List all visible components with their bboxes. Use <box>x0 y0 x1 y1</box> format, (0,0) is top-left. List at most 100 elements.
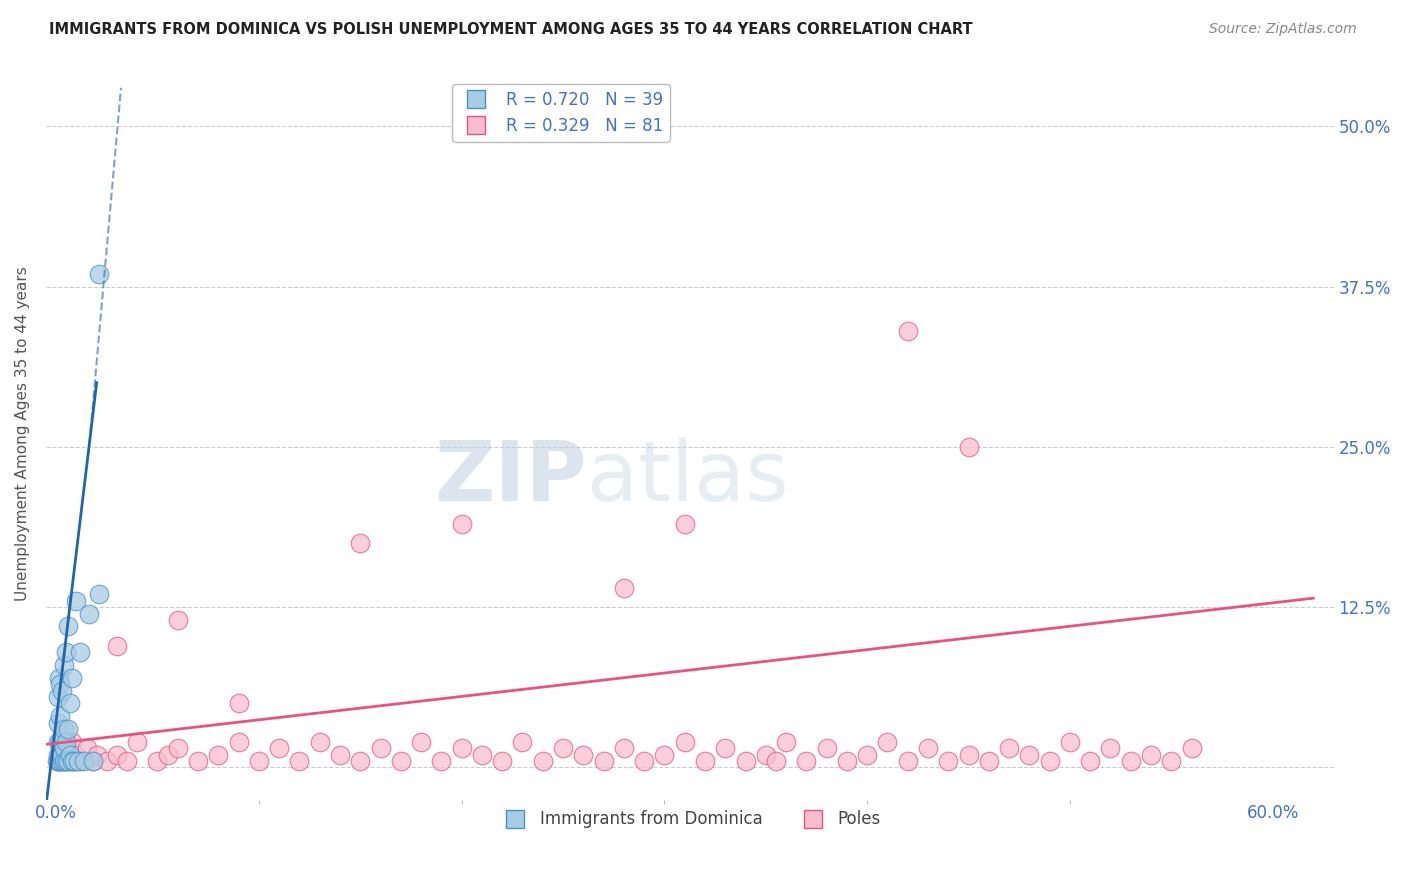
Point <box>693 754 716 768</box>
Point <box>73 754 96 768</box>
Point <box>51 728 73 742</box>
Point <box>53 741 76 756</box>
Point <box>51 754 73 768</box>
Point <box>794 754 817 768</box>
Point <box>512 735 534 749</box>
Point <box>1119 754 1142 768</box>
Point <box>572 747 595 762</box>
Point <box>247 754 270 768</box>
Point <box>59 696 82 710</box>
Text: atlas: atlas <box>586 437 789 518</box>
Point <box>551 741 574 756</box>
Point <box>105 747 128 762</box>
Point <box>957 747 980 762</box>
Point <box>592 754 614 768</box>
Point <box>775 735 797 749</box>
Point <box>166 741 188 756</box>
Point <box>48 671 70 685</box>
Point <box>856 747 879 762</box>
Point <box>1039 754 1062 768</box>
Point <box>55 754 77 768</box>
Point <box>60 671 83 685</box>
Point <box>58 747 80 762</box>
Point <box>49 754 72 768</box>
Point <box>207 747 229 762</box>
Point <box>49 735 72 749</box>
Point <box>329 747 352 762</box>
Point <box>51 683 73 698</box>
Point <box>936 754 959 768</box>
Point <box>127 735 149 749</box>
Point <box>63 754 86 768</box>
Point <box>49 747 72 762</box>
Point <box>63 754 86 768</box>
Point <box>65 593 87 607</box>
Point <box>1140 747 1163 762</box>
Point <box>714 741 737 756</box>
Point <box>765 754 787 768</box>
Point <box>491 754 513 768</box>
Point <box>835 754 858 768</box>
Point <box>917 741 939 756</box>
Point <box>53 722 76 736</box>
Point <box>1078 754 1101 768</box>
Point <box>1059 735 1081 749</box>
Point <box>55 754 77 768</box>
Point <box>46 747 69 762</box>
Point <box>76 741 98 756</box>
Point <box>49 677 72 691</box>
Point <box>65 747 87 762</box>
Point <box>755 747 778 762</box>
Point <box>1160 754 1182 768</box>
Point <box>673 735 696 749</box>
Point <box>633 754 655 768</box>
Y-axis label: Unemployment Among Ages 35 to 44 years: Unemployment Among Ages 35 to 44 years <box>15 267 30 601</box>
Point <box>69 645 91 659</box>
Point <box>46 754 69 768</box>
Point <box>409 735 432 749</box>
Point <box>53 741 76 756</box>
Point <box>531 754 554 768</box>
Point <box>269 741 291 756</box>
Point <box>51 754 73 768</box>
Point <box>977 754 1000 768</box>
Point <box>450 741 472 756</box>
Point <box>48 754 70 768</box>
Point <box>49 747 72 762</box>
Legend: Immigrants from Dominica, Poles: Immigrants from Dominica, Poles <box>492 804 887 835</box>
Point <box>673 516 696 531</box>
Point <box>51 747 73 762</box>
Point <box>60 754 83 768</box>
Point <box>156 747 179 762</box>
Point <box>59 754 82 768</box>
Point <box>430 754 453 768</box>
Point <box>998 741 1021 756</box>
Point <box>115 754 138 768</box>
Point <box>60 735 83 749</box>
Point <box>59 747 82 762</box>
Point <box>1099 741 1122 756</box>
Point <box>46 735 69 749</box>
Point <box>105 639 128 653</box>
Point <box>55 735 77 749</box>
Point <box>1180 741 1202 756</box>
Point <box>349 536 371 550</box>
Point <box>46 715 69 730</box>
Point <box>96 754 118 768</box>
Point <box>86 747 108 762</box>
Point <box>82 754 104 768</box>
Point <box>370 741 392 756</box>
Point <box>82 754 104 768</box>
Text: Source: ZipAtlas.com: Source: ZipAtlas.com <box>1209 22 1357 37</box>
Point <box>46 690 69 704</box>
Point <box>288 754 311 768</box>
Point <box>77 607 100 621</box>
Point <box>228 696 250 710</box>
Point <box>734 754 756 768</box>
Point <box>876 735 898 749</box>
Point <box>389 754 412 768</box>
Point <box>87 587 110 601</box>
Point <box>58 754 80 768</box>
Point <box>69 754 91 768</box>
Point <box>957 440 980 454</box>
